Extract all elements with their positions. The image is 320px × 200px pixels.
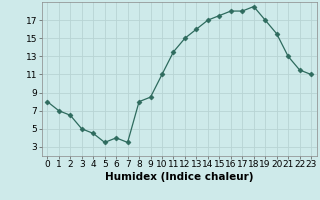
X-axis label: Humidex (Indice chaleur): Humidex (Indice chaleur) (105, 172, 253, 182)
